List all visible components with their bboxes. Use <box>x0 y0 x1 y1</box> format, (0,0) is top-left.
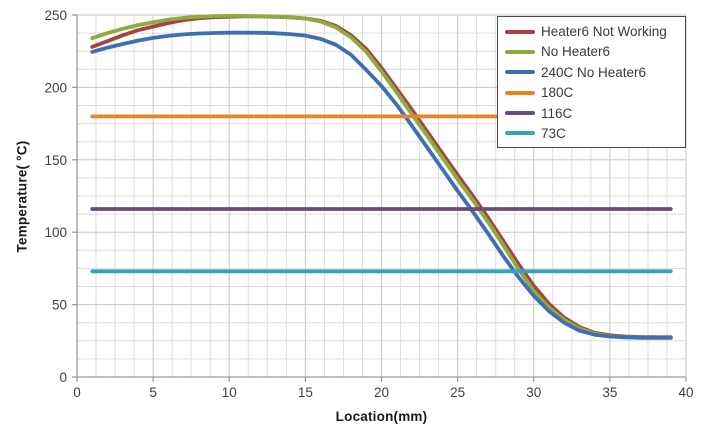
x-tick-label: 25 <box>450 385 465 400</box>
legend-label: 180C <box>541 85 574 101</box>
legend-label: 73C <box>541 125 566 141</box>
x-tick-label: 30 <box>526 385 541 400</box>
y-tick-label: 150 <box>44 153 67 168</box>
series-line-2 <box>90 30 673 340</box>
x-axis-title: Location(mm) <box>335 409 428 424</box>
legend-label: 116C <box>541 105 573 121</box>
legend-swatch-180c <box>505 90 535 95</box>
legend-item: 180C <box>505 83 679 102</box>
legend-label: Heater6 Not Working <box>541 24 667 39</box>
legend: Heater6 Not Working No Heater6 240C No H… <box>497 16 686 148</box>
y-tick-label: 250 <box>44 8 67 23</box>
legend-item: 240C No Heater6 <box>505 63 679 82</box>
x-tick-label: 20 <box>374 385 389 400</box>
x-tick-label: 35 <box>602 385 617 400</box>
legend-item: 116C <box>505 104 679 123</box>
legend-swatch-116c <box>505 111 535 116</box>
legend-swatch-73c <box>505 131 535 136</box>
x-tick-label: 5 <box>149 385 157 400</box>
series-line-1 <box>90 14 673 340</box>
x-tick-label: 10 <box>222 385 237 400</box>
y-tick-label: 0 <box>59 370 67 385</box>
legend-item: 73C <box>505 124 679 143</box>
legend-swatch-240c-no-heater6 <box>505 70 535 75</box>
legend-item: Heater6 Not Working <box>505 22 679 41</box>
legend-item: No Heater6 <box>505 42 679 61</box>
y-tick-label: 50 <box>52 298 67 313</box>
legend-swatch-heater6-not-working <box>505 29 535 34</box>
x-tick-label: 40 <box>678 385 693 400</box>
legend-swatch-no-heater6 <box>505 49 535 54</box>
y-tick-label: 200 <box>44 80 67 95</box>
y-axis-title: Temperature( °C) <box>14 140 30 253</box>
x-tick-label: 0 <box>73 385 81 400</box>
legend-label: 240C No Heater6 <box>541 64 647 80</box>
y-tick-label: 100 <box>44 225 67 240</box>
legend-label: No Heater6 <box>541 44 611 60</box>
x-tick-label: 15 <box>298 385 313 400</box>
